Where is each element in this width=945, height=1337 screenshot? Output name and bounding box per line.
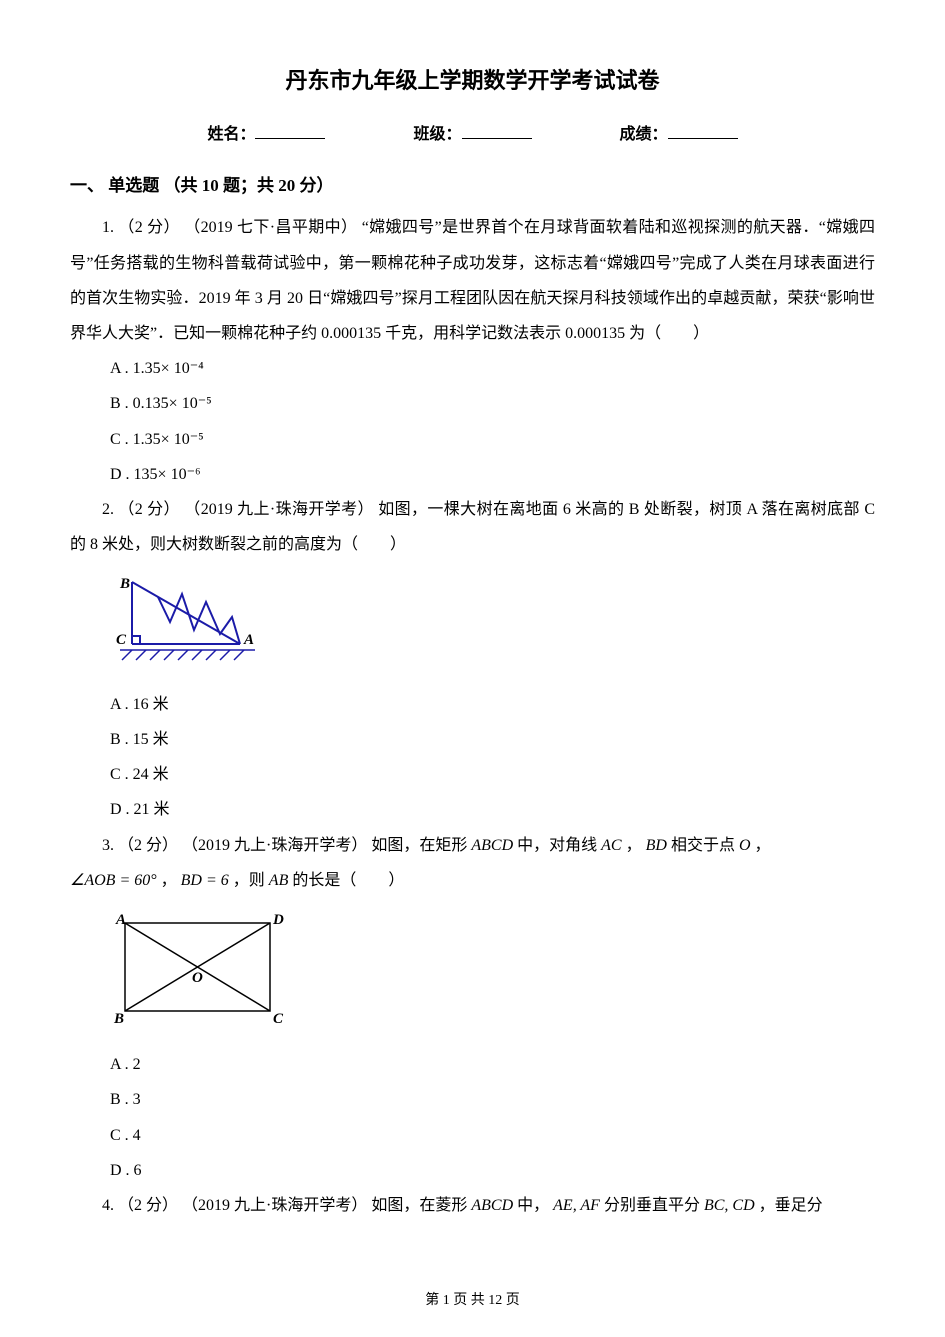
q2-option-a: A . 16 米: [110, 687, 875, 722]
q2-option-c: C . 24 米: [110, 757, 875, 792]
name-label: 姓名：: [207, 126, 255, 143]
page-title: 丹东市九年级上学期数学开学考试试卷: [70, 60, 875, 102]
q1-option-a: A . 1.35× 10⁻⁴: [110, 351, 875, 386]
score-blank: [668, 123, 738, 139]
q3-option-b: B . 3: [110, 1082, 875, 1117]
q3-stem: 3. （2 分） （2019 九上·珠海开学考） 如图，在矩形 ABCD 中，对…: [70, 828, 875, 863]
q1-option-b: B . 0.135× 10⁻⁵: [110, 386, 875, 421]
q1-stem: 1. （2 分） （2019 七下·昌平期中） “嫦娥四号”是世界首个在月球背面…: [70, 210, 875, 351]
q3-label-d: D: [272, 912, 284, 928]
q4-stem: 4. （2 分） （2019 九上·珠海开学考） 如图，在菱形 ABCD 中， …: [70, 1188, 875, 1223]
q3-label-a: A: [115, 912, 126, 928]
q3-option-a: A . 2: [110, 1047, 875, 1082]
q2-label-a: A: [243, 632, 254, 648]
class-label: 班级：: [413, 126, 461, 143]
q2-label-c: C: [116, 632, 127, 648]
q2-option-b: B . 15 米: [110, 722, 875, 757]
q2-stem: 2. （2 分） （2019 九上·珠海开学考） 如图，一棵大树在离地面 6 米…: [70, 492, 875, 562]
q2-option-d: D . 21 米: [110, 792, 875, 827]
q3-option-c: C . 4: [110, 1118, 875, 1153]
q3-label-c: C: [273, 1011, 284, 1027]
name-blank: [255, 123, 325, 139]
q2-label-b: B: [119, 576, 130, 592]
q3-stem-line2: ∠AOB = 60° ， BD = 6 ，则 AB 的长是（ ）: [70, 863, 875, 898]
page-footer: 第 1 页 共 12 页: [0, 1288, 945, 1315]
score-label: 成绩：: [620, 126, 668, 143]
q3-label-o: O: [192, 970, 203, 986]
class-blank: [462, 123, 532, 139]
q3-option-d: D . 6: [110, 1153, 875, 1188]
q3-label-b: B: [113, 1011, 124, 1027]
q1-option-c: C . 1.35× 10⁻⁵: [110, 422, 875, 457]
q3-figure: A D B C O: [110, 908, 875, 1039]
q1-option-d: D . 135× 10⁻⁶: [110, 457, 875, 492]
student-info-row: 姓名： 班级： 成绩：: [70, 120, 875, 150]
q2-figure: B C A: [110, 572, 875, 678]
section-heading: 一、 单选题 （共 10 题；共 20 分）: [70, 170, 875, 202]
